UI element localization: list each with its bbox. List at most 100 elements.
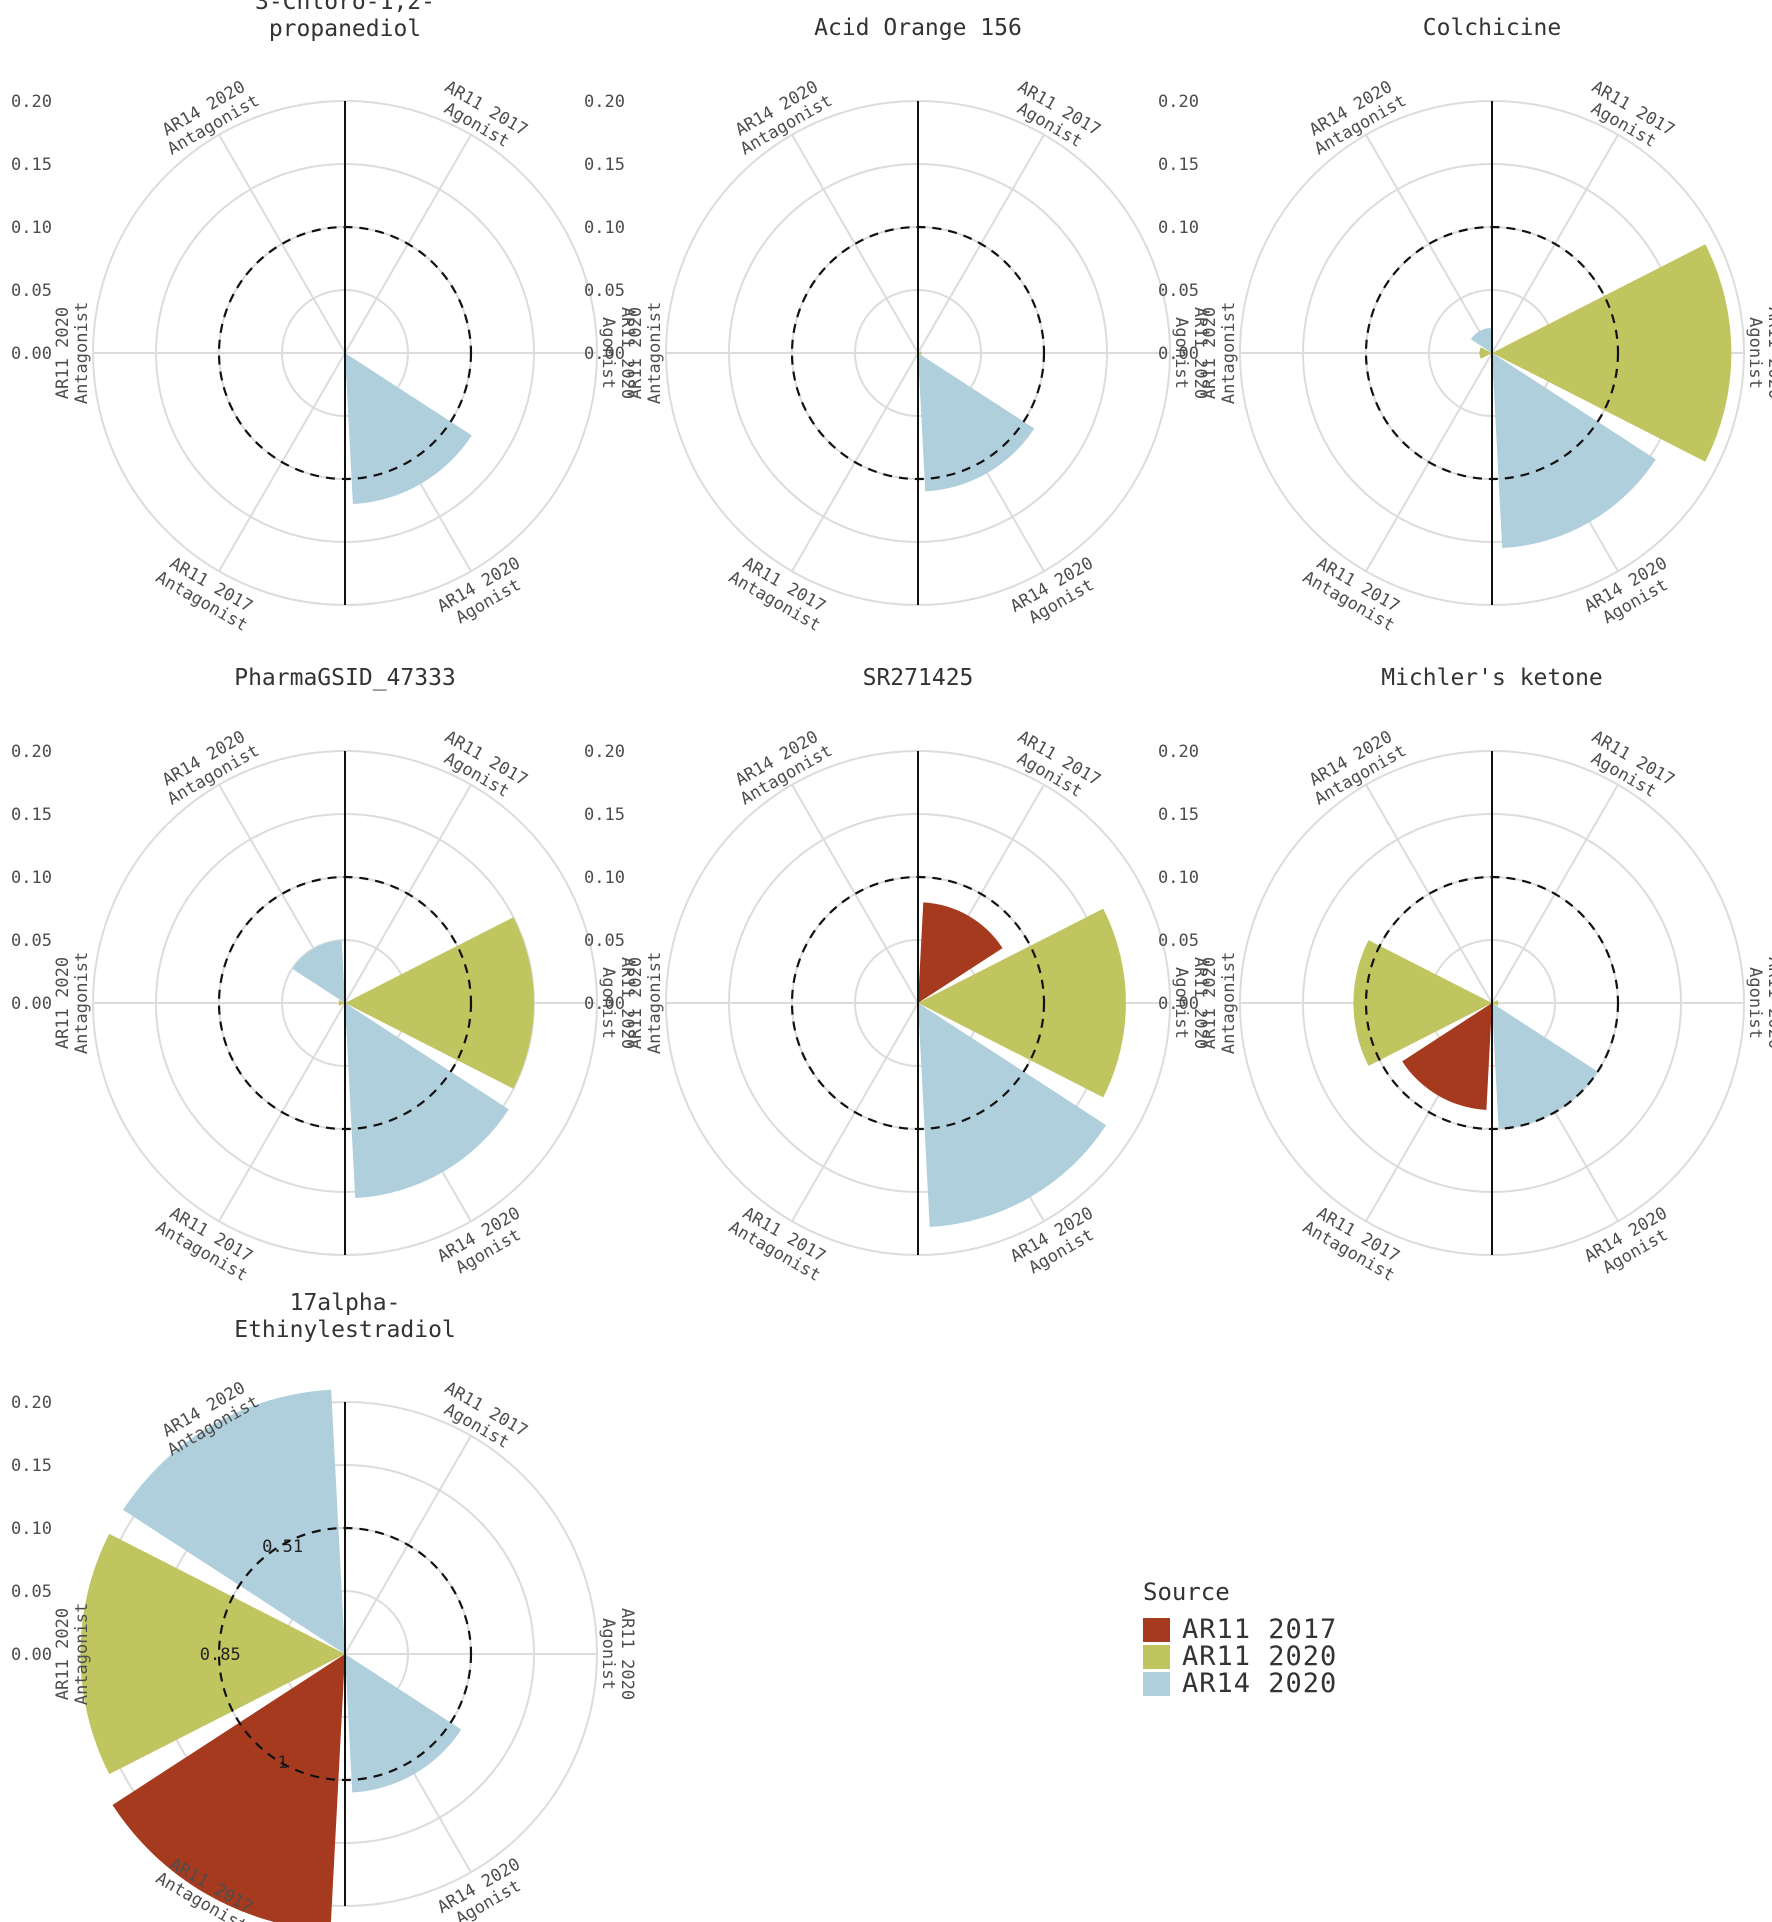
grid-spoke — [791, 784, 919, 1004]
radial-tick-label: 0.00 — [11, 1645, 52, 1665]
radial-tick-label: 0.10 — [11, 218, 52, 238]
polar-bar — [918, 902, 1003, 1003]
legend: Source AR11 2017 AR11 2020 AR14 2020 — [1143, 1578, 1338, 1699]
polar-bar — [918, 908, 1126, 1098]
spoke-label: AR11 2017Agonist — [1579, 77, 1678, 157]
radial-tick-label: 0.10 — [584, 868, 625, 888]
radial-tick-label: 0.10 — [1158, 218, 1199, 238]
bar-data-label: 0.51 — [262, 1537, 303, 1557]
panel-title-line: Ethinylestradiol — [234, 1317, 456, 1343]
spoke-label-line: Agonist — [1171, 317, 1191, 389]
spoke-label-line: AR11 2020 — [617, 957, 637, 1049]
spoke-label: AR11 2020Antagonist — [1200, 302, 1239, 404]
legend-swatch-ar11-2017 — [1143, 1617, 1170, 1642]
legend-label-ar14-2020: AR14 2020 — [1182, 1668, 1338, 1699]
spoke-label: AR11 2020Agonist — [1745, 957, 1772, 1049]
spoke-label-line: AR11 2020 — [1764, 307, 1772, 399]
radial-tick-label: 0.10 — [11, 868, 52, 888]
spoke-label: AR11 2020Antagonist — [1200, 952, 1239, 1054]
spoke-label-line: AR11 2020 — [626, 307, 646, 399]
radial-tick-label: 0.10 — [1158, 868, 1199, 888]
spoke-label: AR11 2020Agonist — [598, 1608, 637, 1700]
polar-bar — [918, 1003, 1107, 1227]
spoke-label: AR11 2020Agonist — [598, 957, 637, 1049]
radial-tick-label: 0.15 — [584, 155, 625, 175]
panel-title: PharmaGSID_47333 — [234, 665, 456, 691]
radial-tick-label: 0.15 — [584, 805, 625, 825]
spoke-label: AR14 2020Agonist — [1007, 553, 1106, 633]
spoke-label: AR11 2017Agonist — [432, 727, 531, 807]
polar-bar — [292, 940, 345, 1003]
radial-tick-label: 0.05 — [11, 931, 52, 951]
spoke-label: AR14 2020Antagonist — [728, 74, 836, 159]
spoke-label-line: Agonist — [1745, 317, 1765, 389]
spoke-label-line: AR11 2020 — [617, 1608, 637, 1700]
radial-tick-label: 0.20 — [1158, 742, 1199, 762]
spoke-label-line: Agonist — [1171, 967, 1191, 1039]
spoke-label: AR11 2020Agonist — [1171, 957, 1210, 1049]
spoke-label: AR11 2017Agonist — [432, 1378, 531, 1458]
spoke-label: AR14 2020Antagonist — [155, 74, 263, 159]
spoke-label-line: Antagonist — [1219, 952, 1239, 1054]
polar-bar — [1479, 347, 1492, 359]
spoke-label-line: AR11 2020 — [53, 957, 73, 1049]
legend-item-ar14-2020: AR14 2020 — [1143, 1668, 1338, 1699]
radial-tick-label: 0.00 — [584, 994, 625, 1014]
spoke-label-line: AR11 2020 — [626, 957, 646, 1049]
spoke-label-line: AR11 2020 — [1190, 307, 1210, 399]
panel-title-line: Michler's ketone — [1381, 665, 1603, 691]
spoke-label: AR11 2020Antagonist — [53, 952, 92, 1054]
radial-tick-label: 0.05 — [1158, 281, 1199, 301]
radial-tick-label: 0.15 — [11, 155, 52, 175]
spoke-label: AR11 2020Antagonist — [53, 302, 92, 404]
panel-title-line: Acid Orange 156 — [814, 15, 1022, 41]
spoke-label-line: AR11 2020 — [1190, 957, 1210, 1049]
legend-item-ar11-2020: AR11 2020 — [1143, 1641, 1337, 1672]
radial-tick-label: 0.20 — [584, 92, 625, 112]
radial-tick-label: 0.00 — [11, 344, 52, 364]
radial-tick-label: 0.15 — [1158, 805, 1199, 825]
spoke-label-line: AR11 2020 — [1200, 957, 1220, 1049]
polar-bar — [1492, 1000, 1499, 1006]
panel-title-line: PharmaGSID_47333 — [234, 665, 456, 691]
polar-bar — [1402, 1003, 1492, 1110]
spoke-label-line: AR11 2020 — [1764, 957, 1772, 1049]
polar-bar — [918, 351, 922, 355]
radial-tick-label: 0.20 — [11, 1393, 52, 1413]
polar-bar — [1492, 244, 1732, 462]
spoke-label-line: AR11 2020 — [1200, 307, 1220, 399]
polar-bar — [1492, 1003, 1598, 1129]
panel-title: Acid Orange 156 — [814, 15, 1022, 41]
polar-bar — [1353, 940, 1492, 1066]
polar-panel-1: 3-Chloro-1,2-propanediol 0.00 0.05 0.10 0.15… — [11, 0, 637, 636]
spoke-label: AR14 2020Agonist — [1007, 1203, 1106, 1283]
radial-tick-label: 0.00 — [584, 344, 625, 364]
polar-panel-2: Acid Orange 156 0.00 0.05 0.10 0.15 0.20 AR11 … — [584, 15, 1210, 636]
spoke-label-line: AR11 2020 — [53, 1608, 73, 1700]
polar-panel-7: 17alpha-Ethinylestradiol 0.00 0.05 0.10 0.15… — [11, 1290, 637, 1922]
polar-bar — [123, 1389, 345, 1654]
spoke-label: AR11 2017Agonist — [1005, 727, 1104, 807]
spoke-label-line: Agonist — [598, 967, 618, 1039]
spoke-label-line: Agonist — [598, 317, 618, 389]
legend-swatch-ar14-2020 — [1143, 1671, 1170, 1696]
radial-tick-label: 0.20 — [1158, 92, 1199, 112]
radial-tick-label: 0.05 — [1158, 931, 1199, 951]
polar-panel-3: Colchicine 0.00 0.05 0.10 0.15 0.20 AR11 2017A… — [1158, 15, 1772, 636]
spoke-label: AR14 2020Agonist — [434, 1203, 533, 1283]
radial-tick-label: 0.05 — [11, 281, 52, 301]
panel-title: 17alpha-Ethinylestradiol — [234, 1290, 456, 1343]
radial-tick-label: 0.05 — [584, 931, 625, 951]
polar-bar — [80, 1533, 345, 1775]
radial-tick-label: 0.20 — [11, 92, 52, 112]
polar-bar — [338, 1000, 345, 1006]
legend-label-ar11-2017: AR11 2017 — [1182, 1614, 1338, 1645]
spoke-label: AR11 2020Antagonist — [53, 1603, 92, 1705]
polar-bar — [345, 917, 534, 1089]
spoke-label: AR14 2020Agonist — [434, 553, 533, 633]
spoke-label: AR14 2020Agonist — [1581, 553, 1680, 633]
legend-title: Source — [1143, 1578, 1230, 1606]
bar-data-label: 0.85 — [200, 1645, 241, 1665]
spoke-label: AR14 2020Antagonist — [155, 724, 263, 809]
panel-title-line: Colchicine — [1423, 15, 1561, 41]
